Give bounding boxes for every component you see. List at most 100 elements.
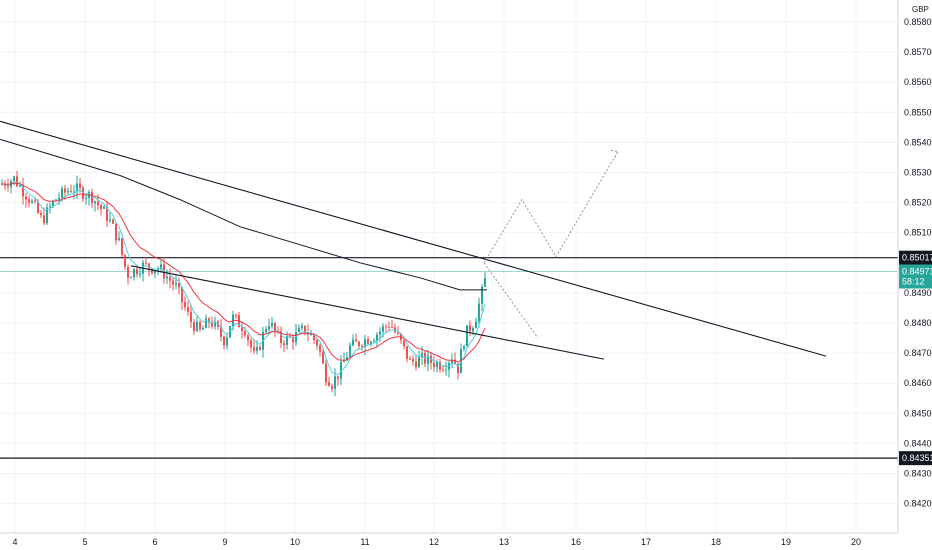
candle (325, 359, 327, 387)
candle-body (469, 325, 471, 332)
candle-body (256, 347, 258, 351)
candle-body (448, 362, 450, 370)
candle (67, 187, 69, 195)
candle-body (196, 321, 198, 331)
candle-body (478, 303, 480, 322)
candle (214, 316, 216, 330)
candle (376, 331, 378, 348)
candle (448, 360, 450, 378)
candle-body (220, 326, 222, 337)
time-tick: 5 (82, 537, 87, 547)
candle (85, 194, 87, 205)
candle (169, 268, 171, 289)
candle-body (442, 369, 444, 371)
projection-path (483, 151, 619, 264)
ma-slow-line (0, 138, 487, 291)
candle (301, 322, 303, 331)
candle-body (385, 326, 387, 328)
candle (130, 275, 132, 279)
candle-body (178, 282, 180, 288)
candle-body (184, 301, 186, 308)
candle-body (208, 318, 210, 323)
candle-body (394, 327, 396, 333)
candle (334, 368, 336, 397)
candle-body (310, 334, 312, 336)
candle (208, 317, 210, 329)
candle (361, 343, 363, 352)
time-tick: 17 (641, 537, 651, 547)
candle (337, 376, 339, 386)
candle-body (16, 176, 18, 187)
candle (478, 297, 480, 328)
candle-body (481, 286, 483, 304)
candle-body (94, 201, 96, 204)
current-price-badge-text: 0.84971 (902, 267, 932, 277)
candle-body (433, 362, 435, 368)
candle-body (349, 345, 351, 357)
candle (298, 324, 300, 333)
candle-body (55, 199, 57, 201)
candle-body (316, 339, 318, 346)
candle-body (247, 335, 249, 341)
grid (0, 0, 898, 533)
candle (388, 321, 390, 331)
candle (280, 326, 282, 348)
candle (82, 185, 84, 202)
resistance-badge-text: 0.85017 (902, 253, 932, 263)
candle-body (121, 238, 123, 255)
candle (481, 284, 483, 312)
candle (181, 286, 183, 311)
candle (160, 259, 162, 273)
time-tick: 20 (851, 537, 861, 547)
candle-body (199, 321, 201, 330)
candle-body (193, 321, 195, 331)
time-tick: 11 (360, 537, 369, 547)
candle-body (409, 358, 411, 360)
candle-body (175, 282, 177, 285)
candle (250, 338, 252, 353)
candle-body (382, 326, 384, 332)
candle-body (49, 206, 51, 208)
candle (292, 333, 294, 350)
candle (418, 350, 420, 368)
currency-label: GBP (912, 5, 929, 14)
candle (247, 333, 249, 347)
candle-body (418, 357, 420, 368)
candle (46, 203, 48, 226)
time-tick: 12 (429, 537, 439, 547)
candle-body (352, 339, 354, 346)
candle (100, 204, 102, 216)
candle (223, 335, 225, 350)
candle-body (370, 341, 372, 344)
candle-body (43, 215, 45, 224)
candle-body (436, 362, 438, 368)
candle-body (112, 219, 114, 224)
candle-body (355, 339, 357, 342)
candle (379, 327, 381, 343)
candle (322, 347, 324, 365)
candle (139, 267, 141, 278)
time-axis[interactable]: 4 5 6 9 10 11 12 13 16 17 18 19 20 (12, 537, 861, 547)
candle (187, 300, 189, 317)
candle-body (271, 323, 273, 327)
candle-body (13, 176, 15, 182)
candle (70, 184, 72, 193)
candle-body (124, 254, 126, 267)
candle-body (127, 266, 129, 278)
ma-mid-line (1, 182, 486, 363)
candle-body (181, 287, 183, 302)
candle-body (325, 363, 327, 383)
candle-body (64, 188, 66, 193)
candle (352, 334, 354, 347)
candle (475, 317, 477, 329)
candle-body (139, 273, 141, 275)
candle-body (205, 318, 207, 329)
candle (427, 349, 429, 372)
